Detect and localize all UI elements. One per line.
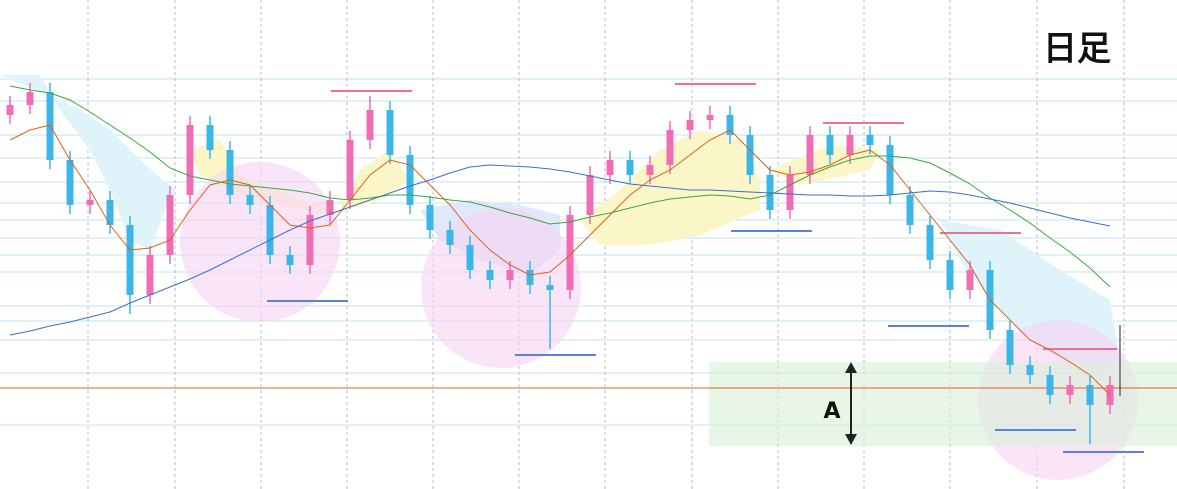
candle-body (186, 125, 194, 195)
candle-body (546, 285, 554, 290)
moving-average (9, 124, 1111, 396)
annotation: A (823, 325, 1121, 445)
candle-body (1086, 385, 1094, 405)
chart-title: 日足 (1043, 29, 1111, 69)
candle-body (966, 270, 974, 290)
candle-body (206, 125, 214, 150)
candle-body (566, 215, 574, 290)
candle-body (706, 115, 714, 120)
candle-body (386, 110, 394, 155)
candle-body (506, 270, 514, 280)
highlight-circle (180, 162, 340, 322)
candle-body (946, 260, 954, 290)
decor (0, 75, 1177, 480)
candle-body (166, 195, 174, 255)
annotation-label: A (823, 399, 840, 424)
candle-body (586, 175, 594, 215)
candle-body (606, 160, 614, 175)
candle-body (86, 200, 94, 205)
candle-body (1026, 365, 1034, 375)
candle-body (786, 175, 794, 210)
cloud (190, 140, 410, 215)
candle-body (346, 140, 354, 200)
candle-body (1066, 385, 1074, 395)
candle-body (926, 225, 934, 260)
candle-body (866, 135, 874, 145)
candle-body (846, 135, 854, 155)
candle-body (366, 110, 374, 140)
candle-body (146, 255, 154, 295)
highlight-circle (421, 208, 581, 368)
plot (6, 83, 1114, 444)
candle-body (646, 165, 654, 175)
range-box (709, 362, 1177, 446)
candle-body (326, 200, 334, 215)
moving-average (9, 164, 1111, 336)
candle-body (106, 200, 114, 225)
candle-body (246, 195, 254, 205)
arrow-head (845, 362, 857, 373)
candle-body (806, 135, 814, 175)
candle-body (746, 135, 754, 175)
candle-body (266, 205, 274, 255)
candle-body (6, 105, 14, 115)
candle-body (406, 155, 414, 205)
candle-body (126, 225, 134, 295)
candle-body (1006, 330, 1014, 365)
candle-body (626, 160, 634, 175)
candle-body (526, 270, 534, 285)
cloud (0, 75, 175, 250)
candle-body (426, 205, 434, 230)
candle-body (666, 130, 674, 165)
candle-body (226, 150, 234, 195)
candle-body (886, 145, 894, 195)
candle-body (1046, 375, 1054, 395)
moving-average (9, 85, 1111, 288)
candle-body (26, 92, 34, 105)
candle-body (826, 135, 834, 155)
candle-body (686, 120, 694, 130)
candle-body (446, 230, 454, 245)
candle-body (306, 215, 314, 265)
candle-body (466, 245, 474, 270)
candle-body (66, 160, 74, 205)
candle-body (906, 195, 914, 225)
candle-body (486, 270, 494, 280)
candle-body (286, 255, 294, 265)
candle-body (726, 115, 734, 135)
arrow-head (845, 434, 857, 445)
